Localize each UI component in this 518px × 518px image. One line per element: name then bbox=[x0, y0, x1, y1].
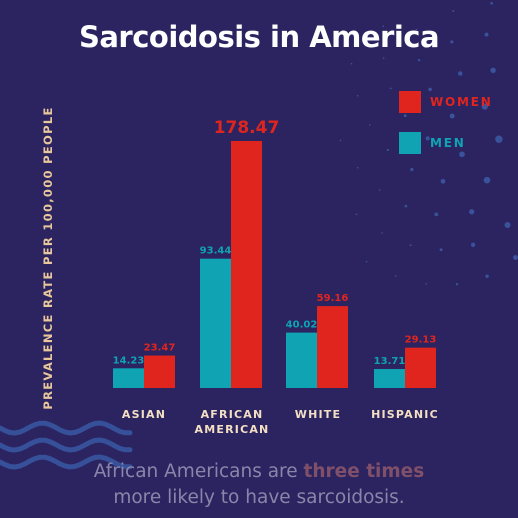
value-label-women-3: 29.13 bbox=[405, 335, 437, 346]
legend-swatch-men bbox=[399, 132, 421, 154]
value-label-men-0: 14.23 bbox=[113, 355, 145, 366]
caption: African Americans are three times more l… bbox=[0, 459, 518, 511]
value-label-men-2: 40.02 bbox=[286, 320, 318, 331]
legend-label-men: MEN bbox=[430, 136, 466, 150]
chart-title: Sarcoidosis in America bbox=[78, 20, 440, 54]
bar-women-3 bbox=[405, 347, 436, 388]
category-label-asian: ASIAN bbox=[121, 408, 167, 421]
bar-men-0 bbox=[113, 368, 144, 388]
value-label-men-3: 13.71 bbox=[374, 356, 406, 367]
value-label-women-2: 59.16 bbox=[317, 293, 349, 304]
bar-men-2 bbox=[286, 332, 317, 388]
category-label-african-american: AFRICAN AMERICAN bbox=[194, 408, 270, 436]
caption-line-2: more likely to have sarcoidosis. bbox=[113, 487, 405, 508]
bar-men-3 bbox=[374, 369, 405, 388]
bar-women-2 bbox=[317, 306, 348, 388]
caption-emphasis: three times bbox=[303, 461, 425, 482]
value-label-women-1: 178.47 bbox=[214, 118, 280, 138]
bar-women-1 bbox=[231, 141, 262, 388]
value-label-women-0: 23.47 bbox=[144, 343, 176, 354]
category-label-white: WHITE bbox=[294, 408, 342, 421]
bar-women-0 bbox=[144, 355, 175, 388]
legend-swatch-women bbox=[399, 91, 421, 113]
category-label-hispanic: HISPANIC bbox=[371, 408, 439, 421]
legend-label-women: WOMEN bbox=[430, 95, 493, 109]
legend-item-women: WOMEN bbox=[399, 91, 493, 113]
caption-line-1: African Americans are three times bbox=[93, 461, 425, 482]
value-label-men-1: 93.44 bbox=[200, 246, 232, 257]
bar-men-1 bbox=[200, 258, 231, 388]
legend-item-men: MEN bbox=[399, 132, 466, 154]
